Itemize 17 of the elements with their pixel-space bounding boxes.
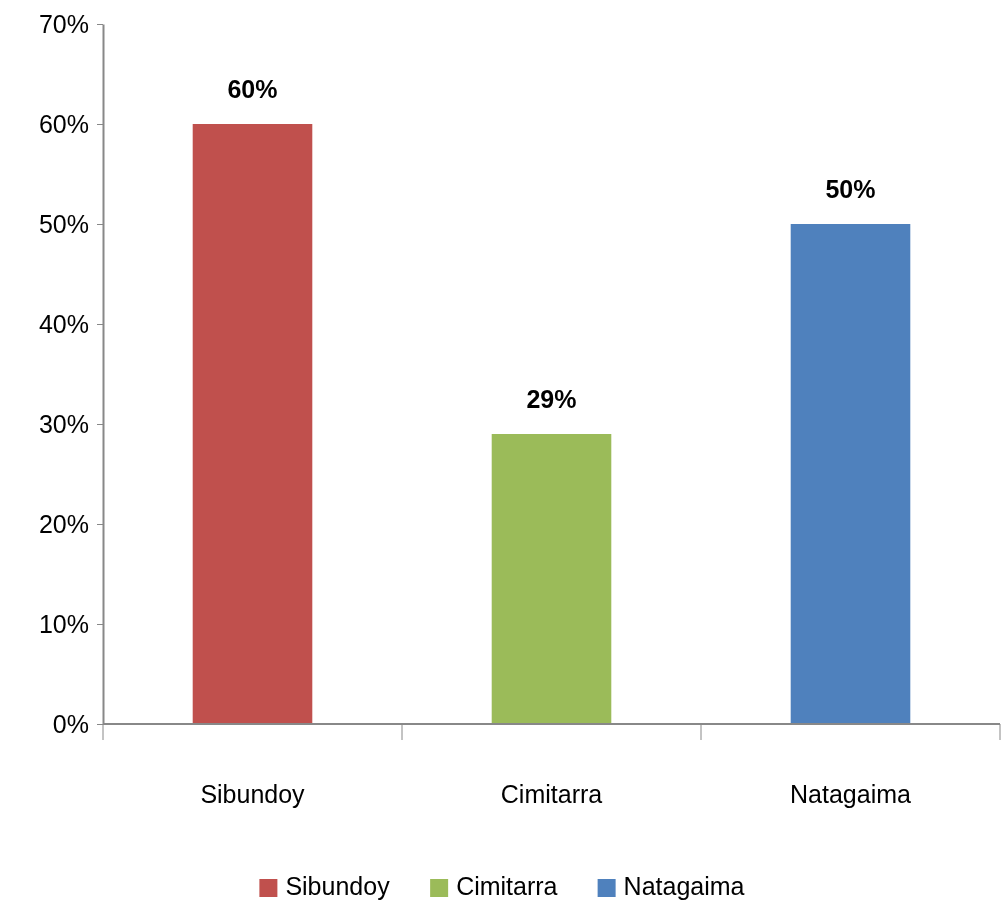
x-tick-label: Natagaima <box>790 780 912 808</box>
y-tick-label: 0% <box>52 709 89 738</box>
legend-label: Natagaima <box>623 872 745 900</box>
y-tick-label: 20% <box>38 509 89 538</box>
y-tick-label: 10% <box>38 609 89 638</box>
legend-label: Sibundoy <box>285 872 391 900</box>
y-tick-label: 40% <box>38 309 89 338</box>
y-tick-label: 70% <box>38 9 89 38</box>
x-tick-label: Cimitarra <box>500 780 603 808</box>
x-tick-label: Sibundoy <box>200 780 306 808</box>
data-label: 50% <box>825 175 876 203</box>
data-label: 29% <box>526 385 577 413</box>
legend-label: Cimitarra <box>456 872 558 900</box>
data-label: 60% <box>227 75 278 103</box>
y-tick-label: 50% <box>38 209 89 238</box>
y-tick-label: 30% <box>38 409 89 438</box>
y-tick-label: 60% <box>38 109 89 138</box>
